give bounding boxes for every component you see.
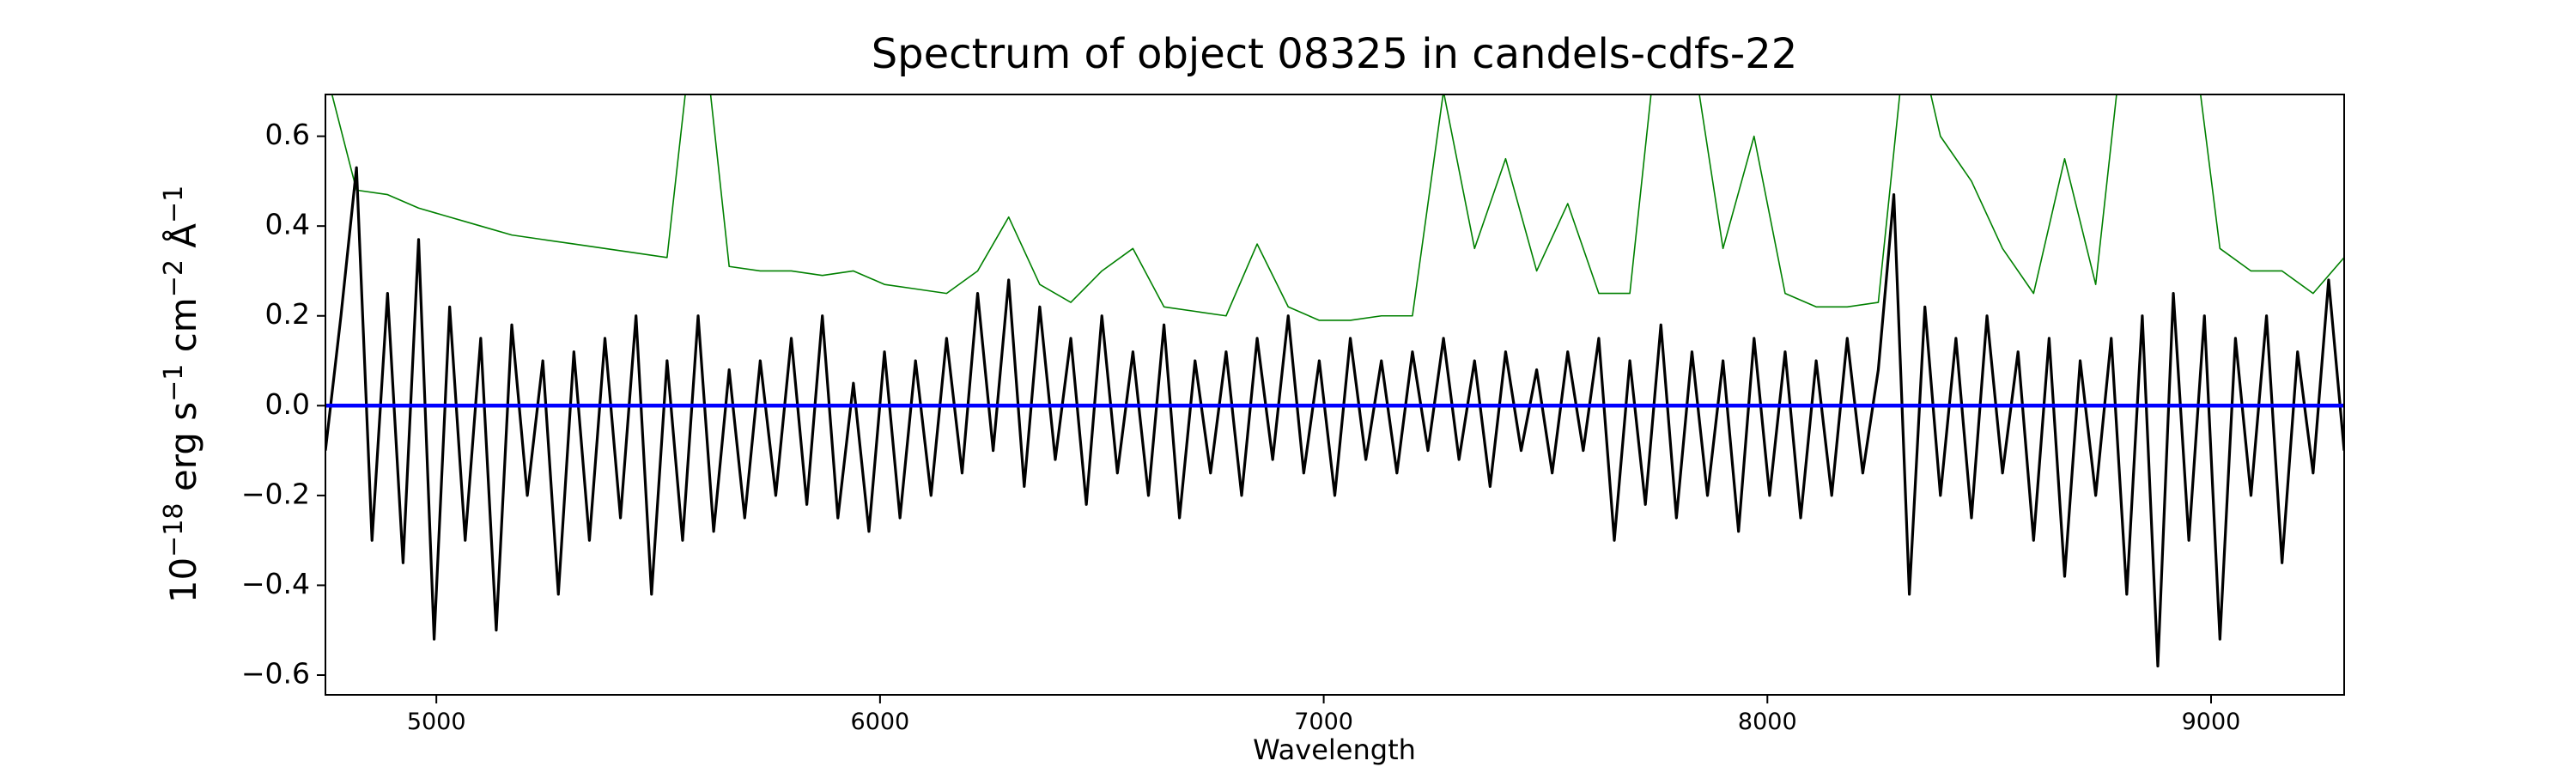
y-tick-label: −0.6 (241, 656, 310, 690)
y-axis-label-part: erg s (162, 402, 204, 503)
y-tick-label: 0.0 (265, 387, 310, 421)
y-tick-label: −0.2 (241, 477, 310, 510)
y-axis-label-part: −2 (159, 259, 189, 297)
x-axis-label: Wavelength (1253, 733, 1416, 766)
x-tick-label: 8000 (1738, 709, 1797, 735)
y-axis-label-part: −18 (159, 503, 189, 557)
spectrum-line (331, 94, 2344, 321)
plot-area (325, 94, 2344, 668)
y-tick-label: 0.6 (265, 118, 310, 151)
x-tick-label: 9000 (2182, 709, 2241, 735)
y-axis-label-part: cm (162, 297, 204, 363)
y-axis-label-part: Å (161, 223, 204, 259)
axes-frame (325, 94, 2345, 696)
x-tick-label: 7000 (1294, 709, 1353, 735)
spectrum-line (325, 166, 2344, 668)
y-tick-label: −0.4 (241, 567, 310, 600)
x-tick-label: 6000 (851, 709, 910, 735)
y-tick-label: 0.4 (265, 208, 310, 241)
y-axis-label: 10−18 erg s−1 cm−2 Å−1 (159, 186, 204, 604)
y-axis-label-part: −1 (159, 186, 189, 223)
x-tick-label: 5000 (407, 709, 466, 735)
y-tick-label: 0.2 (265, 297, 310, 331)
y-axis-label-part: −1 (159, 364, 189, 402)
y-axis-label-part: 10 (162, 557, 204, 603)
chart-title: Spectrum of object 08325 in candels-cdfs… (872, 30, 1798, 78)
